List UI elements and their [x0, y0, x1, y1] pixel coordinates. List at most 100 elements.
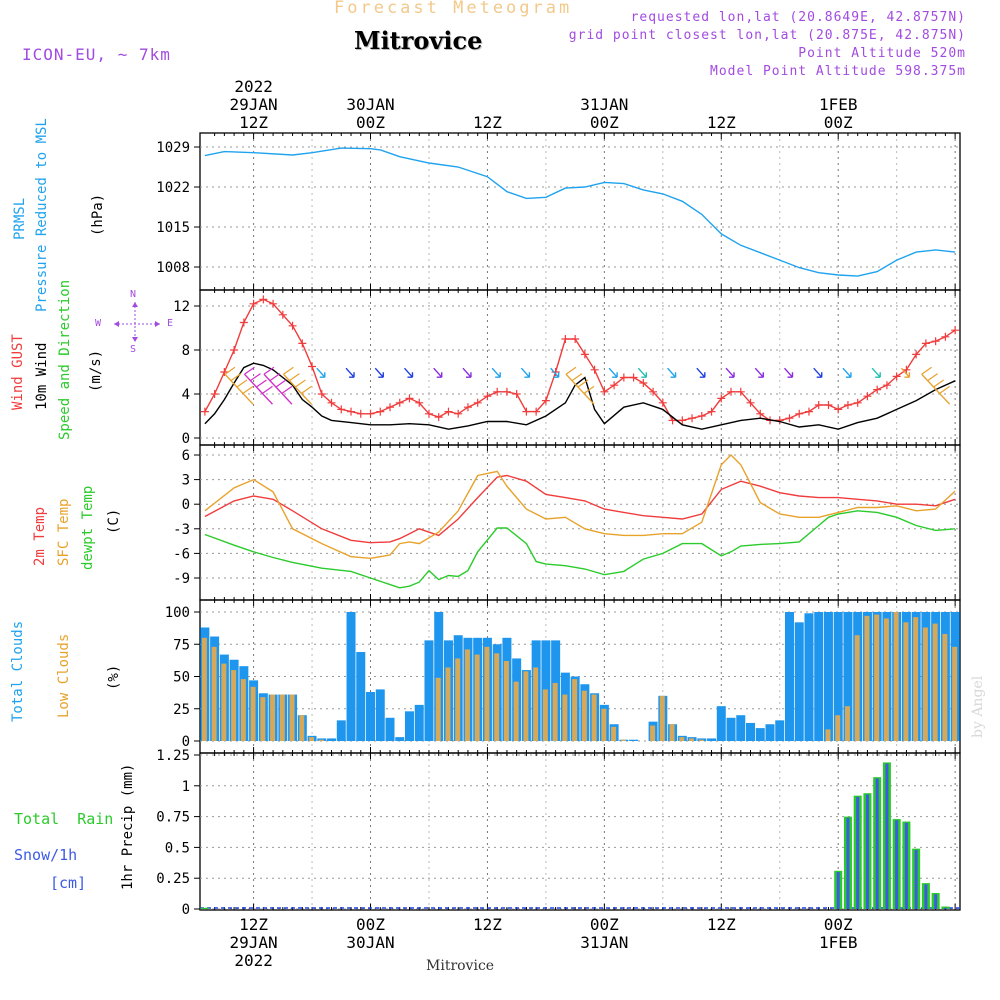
- snow-bar: [846, 817, 850, 909]
- gust-point: [405, 394, 414, 403]
- time-label-top: 1FEB: [819, 95, 858, 114]
- low-cloud-bar: [601, 708, 607, 741]
- gust-point: [785, 414, 794, 423]
- panel-frame: [199, 444, 961, 601]
- supertitle: Forecast Meteogram: [334, 0, 573, 18]
- y-tick-label: 1008: [156, 260, 190, 276]
- gust-point: [736, 387, 745, 396]
- gust-point: [337, 405, 346, 414]
- wind-arrow: [345, 367, 355, 378]
- low-cloud-bar: [435, 677, 441, 741]
- low-cloud-bar: [893, 612, 899, 741]
- low-cloud-bar: [533, 667, 539, 741]
- wind-barb-flag: [295, 379, 306, 388]
- snow-bar: [924, 884, 928, 909]
- gust-point: [863, 392, 872, 401]
- gust-point: [610, 381, 619, 390]
- wind-barb-flag: [939, 385, 950, 394]
- time-label-top: 29JAN: [230, 95, 278, 114]
- wind-arrow: [900, 367, 911, 378]
- low-cloud-bar: [250, 686, 256, 741]
- gust-point: [746, 398, 755, 407]
- gust-point: [532, 407, 541, 416]
- wind-barb-flag: [236, 379, 248, 388]
- page-title: Mitrovice: [354, 26, 483, 55]
- total-cloud-bar: [629, 739, 639, 741]
- gust-point: [697, 412, 706, 420]
- total-cloud-bar: [707, 738, 717, 741]
- total-cloud-bar: [726, 717, 736, 741]
- wind-arrow: [725, 367, 735, 378]
- wind-barb-flag: [577, 379, 589, 388]
- gust-point: [434, 413, 443, 422]
- gust-point: [629, 373, 638, 382]
- tsfc-line: [204, 454, 956, 560]
- y-tick-label: 1015: [156, 220, 190, 236]
- wind-barb-flag: [571, 373, 583, 382]
- y-tick-label: 50: [173, 670, 190, 686]
- gust-point: [327, 398, 336, 407]
- gust-point: [376, 407, 385, 416]
- gust-point: [269, 299, 278, 308]
- gust-point: [308, 362, 317, 371]
- total-cloud-bar: [804, 613, 814, 741]
- wind-barb-flag: [281, 385, 293, 394]
- gust-point: [707, 407, 716, 416]
- gust-point: [493, 387, 502, 396]
- wind-barb-flag: [230, 373, 242, 382]
- snow-bar: [895, 820, 899, 909]
- time-label-top: 12Z: [239, 113, 268, 132]
- gust-point: [834, 405, 843, 414]
- gust-point: [580, 350, 589, 359]
- low-cloud-bar: [289, 694, 295, 741]
- point-altitude: Point Altitude 520m: [798, 46, 966, 61]
- gust-point: [756, 409, 765, 418]
- wind-barb-flag: [244, 366, 255, 375]
- time-label-bottom: 2022: [234, 951, 273, 970]
- wind-barb: [565, 373, 595, 405]
- gust-point: [463, 403, 472, 412]
- low-cloud-bar: [932, 623, 938, 741]
- low-cloud-bar: [221, 663, 227, 741]
- gust-point: [356, 409, 365, 418]
- low-cloud-bar: [201, 637, 207, 741]
- low-cloud-bar: [669, 724, 675, 741]
- time-label-bottom: 1FEB: [819, 933, 858, 952]
- snow-bar: [856, 796, 860, 909]
- snow-bar: [875, 778, 879, 909]
- low-cloud-bar: [874, 614, 880, 741]
- low-cloud-bar: [825, 729, 831, 741]
- gust-point: [415, 398, 424, 407]
- y-tick-label: 8: [182, 343, 190, 359]
- gust-point: [239, 318, 248, 327]
- low-cloud-bar: [572, 679, 578, 741]
- time-label-top: 00Z: [824, 113, 853, 132]
- low-cloud-bar: [689, 738, 695, 741]
- compass-w: W: [95, 318, 102, 329]
- low-cloud-bar: [835, 715, 841, 741]
- low-cloud-bar: [562, 694, 568, 741]
- wind-arrow: [696, 367, 706, 378]
- low-cloud-bar: [484, 646, 490, 741]
- snow-label: Snow/1h: [14, 846, 78, 864]
- y-tick-label: 1: [182, 779, 190, 795]
- time-label-bottom: 12Z: [707, 915, 736, 934]
- time-label-bottom: 00Z: [590, 915, 619, 934]
- rain-label: Total Rain: [14, 810, 114, 828]
- gust-point: [590, 365, 599, 374]
- low-cloud-bar: [260, 697, 266, 741]
- low-cloud-bar: [650, 725, 656, 741]
- low-cloud-bar: [211, 646, 217, 741]
- total-cloud-bar: [434, 612, 444, 741]
- wind-barb-flag: [250, 373, 261, 382]
- gust-point: [259, 295, 268, 304]
- low-cloud-bar: [679, 737, 685, 741]
- wind-barb: [263, 373, 293, 405]
- gust-point: [688, 414, 697, 423]
- gust-point: [502, 387, 511, 396]
- gust-point: [814, 401, 823, 409]
- gust-point: [522, 407, 531, 416]
- requested-coords: requested lon,lat (20.8649E, 42.8757N): [630, 10, 966, 25]
- gust-point: [288, 321, 297, 330]
- wind-barb: [921, 373, 951, 405]
